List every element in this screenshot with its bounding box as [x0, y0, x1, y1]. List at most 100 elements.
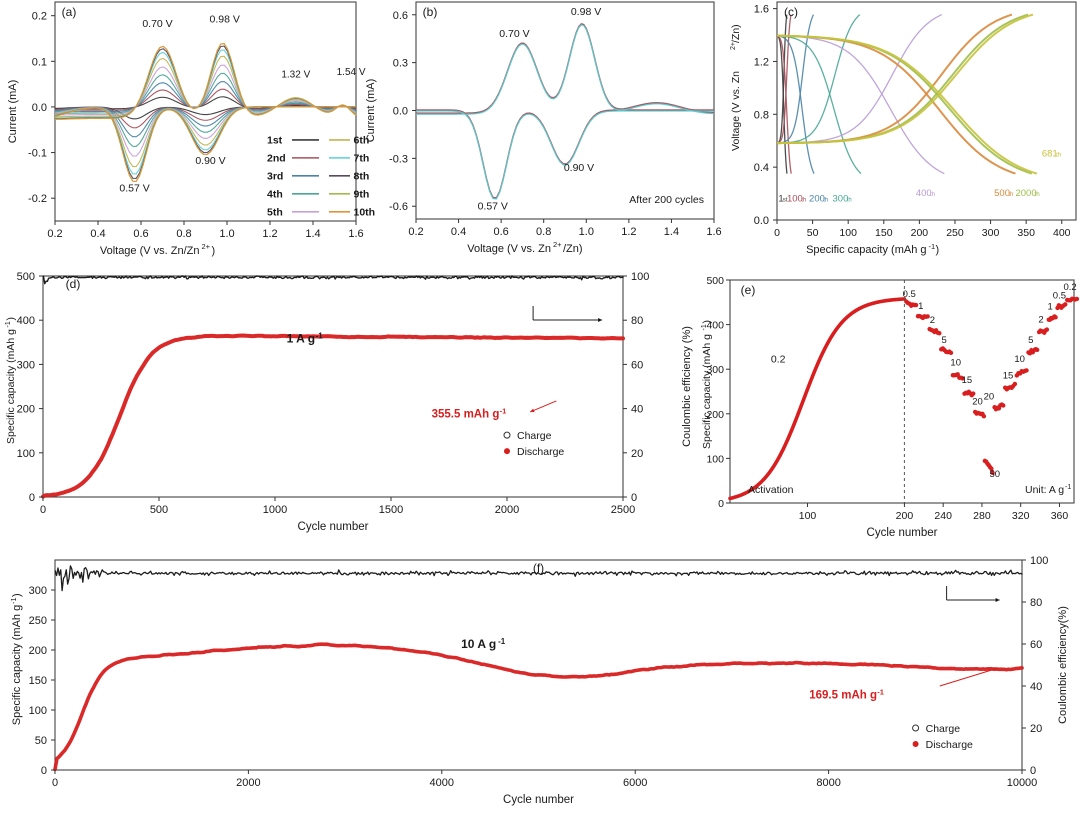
svg-text:2: 2	[930, 315, 935, 326]
svg-text:300: 300	[982, 227, 1000, 239]
svg-text:100: 100	[17, 448, 35, 460]
svg-text:10: 10	[950, 357, 961, 368]
svg-text:Cycle number: Cycle number	[503, 794, 574, 806]
svg-text:Discharge: Discharge	[517, 446, 564, 458]
svg-text:2000: 2000	[1015, 188, 1036, 199]
svg-text:0.2: 0.2	[32, 11, 47, 23]
svg-text:1.4: 1.4	[305, 228, 320, 240]
svg-text:6000: 6000	[623, 777, 647, 789]
svg-text:1: 1	[918, 301, 923, 312]
svg-text:80: 80	[1030, 597, 1042, 609]
svg-text:1: 1	[1048, 301, 1053, 312]
svg-text:8th: 8th	[354, 170, 370, 182]
svg-text:Voltage (V vs. Zn: Voltage (V vs. Zn	[467, 243, 551, 255]
svg-text:100: 100	[1030, 555, 1048, 567]
svg-text:(d): (d)	[66, 277, 81, 291]
svg-text:Activation: Activation	[748, 484, 794, 496]
svg-text:Specific capacity (mAh g: Specific capacity (mAh g	[806, 244, 926, 256]
svg-text:1.4: 1.4	[664, 226, 679, 238]
svg-text:280: 280	[973, 510, 991, 522]
svg-text:2+: 2+	[202, 242, 211, 251]
svg-text:15: 15	[962, 375, 973, 386]
svg-text:Unit: A g: Unit: A g	[1025, 484, 1064, 496]
svg-text:Cycle number: Cycle number	[867, 527, 938, 539]
svg-text:-0.1: -0.1	[28, 148, 47, 160]
svg-text:4000: 4000	[430, 777, 454, 789]
svg-text:350: 350	[1017, 227, 1035, 239]
svg-text:500: 500	[706, 275, 724, 287]
svg-text:5: 5	[1028, 335, 1033, 346]
svg-text:1.0: 1.0	[219, 228, 234, 240]
svg-text:20: 20	[1030, 723, 1042, 735]
svg-text:-1: -1	[316, 331, 324, 340]
svg-text:100: 100	[29, 705, 47, 717]
svg-text:1st: 1st	[267, 134, 283, 146]
svg-text:50: 50	[989, 469, 1000, 480]
svg-text:th: th	[1035, 192, 1040, 198]
svg-text:10th: 10th	[354, 206, 376, 218]
svg-text:-1: -1	[929, 242, 936, 251]
svg-text:Voltage (V vs. Zn: Voltage (V vs. Zn	[730, 71, 742, 151]
svg-text:1.2: 1.2	[621, 226, 636, 238]
svg-text:5th: 5th	[267, 206, 283, 218]
svg-text:1.2: 1.2	[262, 228, 277, 240]
svg-text:-0.6: -0.6	[389, 201, 408, 213]
svg-text:Specific capacity (mAh g: Specific capacity (mAh g	[701, 334, 713, 449]
svg-text:): )	[936, 244, 940, 256]
svg-text:500: 500	[150, 504, 168, 516]
svg-text:Coulombic efficiency(%): Coulombic efficiency(%)	[1057, 606, 1069, 724]
svg-text:(a): (a)	[62, 5, 77, 19]
svg-text:0.6: 0.6	[133, 228, 148, 240]
svg-text:169.5 mAh g: 169.5 mAh g	[809, 690, 877, 702]
svg-text:320: 320	[1012, 510, 1030, 522]
svg-text:1.6: 1.6	[348, 228, 363, 240]
svg-text:-1: -1	[9, 597, 18, 604]
svg-text:5: 5	[941, 335, 946, 346]
svg-text:150: 150	[875, 227, 893, 239]
svg-text:3rd: 3rd	[267, 170, 283, 182]
svg-text:0.98 V: 0.98 V	[210, 14, 240, 26]
svg-text:0.98 V: 0.98 V	[571, 6, 601, 18]
svg-text:): )	[11, 593, 23, 597]
svg-text:1500: 1500	[379, 504, 403, 516]
svg-text:0: 0	[52, 777, 58, 789]
svg-text:0: 0	[718, 498, 724, 510]
svg-text:-0.3: -0.3	[389, 153, 408, 165]
svg-text:0: 0	[631, 492, 637, 504]
svg-text:Cycle number: Cycle number	[298, 521, 369, 533]
svg-text:20: 20	[972, 396, 983, 407]
svg-text:-1: -1	[500, 406, 507, 415]
svg-text:0.5: 0.5	[903, 289, 916, 300]
svg-text:0.4: 0.4	[754, 162, 769, 174]
svg-text:Voltage (V vs. Zn/Zn: Voltage (V vs. Zn/Zn	[100, 245, 200, 257]
svg-text:0.6: 0.6	[393, 10, 408, 22]
svg-text:250: 250	[946, 227, 964, 239]
svg-text:th: th	[847, 198, 852, 204]
svg-text:th: th	[801, 198, 806, 204]
svg-text:40: 40	[631, 404, 643, 416]
svg-text:Discharge: Discharge	[926, 739, 973, 751]
svg-text:15: 15	[1003, 370, 1014, 381]
svg-text:0.0: 0.0	[754, 215, 769, 227]
svg-text:0: 0	[774, 227, 780, 239]
svg-text:80: 80	[631, 315, 643, 327]
svg-text:150: 150	[29, 675, 47, 687]
svg-text:1.6: 1.6	[706, 226, 721, 238]
svg-text:): )	[701, 320, 713, 324]
svg-text:): )	[212, 245, 216, 257]
svg-text:0: 0	[1030, 765, 1036, 777]
svg-text:Charge: Charge	[926, 723, 961, 735]
svg-text:50: 50	[35, 735, 47, 747]
svg-text:-1: -1	[498, 637, 506, 646]
svg-text:(f): (f)	[533, 561, 544, 575]
svg-text:1.6: 1.6	[754, 4, 769, 16]
svg-text:20: 20	[631, 448, 643, 460]
svg-text:(c): (c)	[784, 5, 798, 19]
svg-text:-0.2: -0.2	[28, 193, 47, 205]
svg-text:0.70 V: 0.70 V	[142, 18, 172, 30]
svg-text:1.54 V: 1.54 V	[337, 67, 366, 78]
svg-text:200: 200	[17, 404, 35, 416]
svg-text:0.8: 0.8	[176, 228, 191, 240]
svg-text:th: th	[823, 198, 828, 204]
svg-text:240: 240	[934, 510, 952, 522]
